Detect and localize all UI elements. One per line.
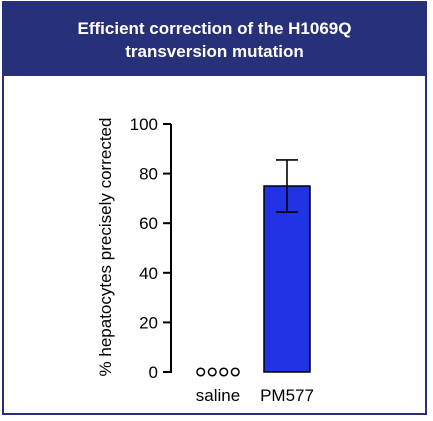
- saline-data-point: [230, 367, 240, 377]
- y-tick-label: 40: [139, 264, 158, 283]
- y-tick-label: 0: [149, 363, 158, 382]
- x-tick-label: saline: [196, 386, 240, 405]
- data-points: [196, 367, 240, 377]
- saline-data-point: [196, 367, 206, 377]
- bars: [263, 159, 311, 373]
- y-tick-label: 80: [139, 165, 158, 184]
- saline-data-point: [219, 367, 229, 377]
- y-tick-label: 20: [139, 313, 158, 332]
- x-tick-labels: saline PM577: [196, 386, 314, 405]
- y-axis-label: % hepatocytes precisely corrected: [96, 118, 115, 377]
- figure-panel: Efficient correction of the H1069Q trans…: [2, 1, 427, 415]
- chart-title: Efficient correction of the H1069Q trans…: [77, 18, 352, 61]
- header-banner: Efficient correction of the H1069Q trans…: [4, 3, 425, 76]
- bar-pm577: [263, 185, 311, 373]
- y-tick-label: 100: [130, 115, 158, 134]
- y-ticks: 0 20 40 60 80 100: [130, 115, 171, 382]
- saline-data-point: [207, 367, 217, 377]
- x-tick-label: PM577: [260, 386, 314, 405]
- y-tick-label: 60: [139, 214, 158, 233]
